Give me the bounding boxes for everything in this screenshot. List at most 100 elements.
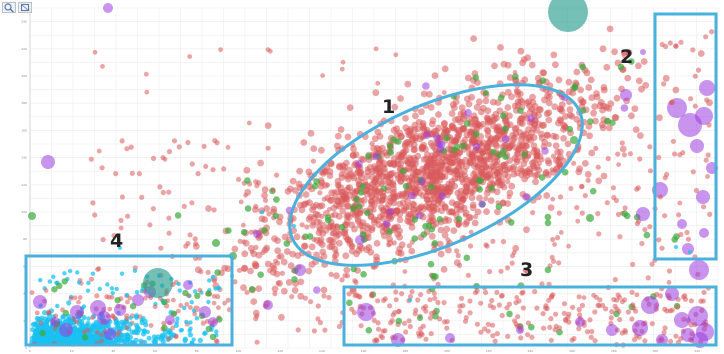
zoom-button[interactable] [2,2,16,13]
data-point [459,295,465,301]
data-point [621,210,628,217]
data-point [289,177,297,185]
data-point [238,199,244,205]
data-point [29,290,35,295]
data-point [184,319,189,325]
data-point [81,304,87,309]
data-point [556,328,563,336]
x-tick-label: 240 [527,349,533,353]
y-tick-label: 160 [21,128,27,132]
data-point [487,269,493,275]
data-point [205,269,211,275]
data-point [174,212,182,219]
data-point [517,107,524,114]
data-point [592,338,598,344]
data-point [221,264,229,272]
reset-zoom-button[interactable] [18,2,32,13]
data-point [176,144,182,150]
data-point [504,200,512,208]
data-point [276,254,282,260]
data-point [128,144,134,150]
data-point [495,203,503,210]
data-point [508,219,515,226]
data-point [375,320,381,326]
data-point [595,302,601,308]
data-point [325,182,331,188]
data-point [47,279,52,284]
x-tick-label: 80 [195,349,199,353]
data-point [320,73,325,78]
data-point [402,124,410,132]
data-point [38,277,43,283]
data-point [526,133,534,141]
data-point [342,252,350,260]
data-point [46,310,52,316]
data-point [85,288,91,293]
data-point [442,319,448,325]
data-point [28,212,36,220]
data-point [355,160,363,168]
data-point [358,323,364,329]
data-point [544,266,552,274]
data-point [241,239,247,245]
data-point [622,297,628,303]
data-point [681,328,695,342]
data-point [569,337,575,343]
data-point [331,254,338,260]
data-point [333,249,339,255]
data-point [579,98,586,106]
data-point [447,159,455,167]
data-point [367,184,375,192]
data-point [575,218,581,224]
data-point [260,210,264,214]
data-point [496,177,502,183]
data-point [539,281,545,287]
x-tick-label: 320 [694,349,700,353]
data-point [257,159,264,167]
data-point [313,178,320,185]
data-point [494,331,500,337]
data-point [440,160,446,166]
data-point [662,325,668,331]
data-point [597,297,603,303]
data-point [563,316,569,322]
data-point [39,324,45,330]
data-point [279,270,285,276]
data-point [41,155,55,169]
data-point [502,153,509,160]
data-point [178,303,184,308]
data-point [109,286,115,291]
data-point [504,61,512,69]
data-point [432,172,439,179]
data-point [624,74,632,82]
data-point [508,182,516,190]
data-point [455,222,461,228]
data-point [214,269,221,276]
data-point [584,329,591,335]
data-point [170,310,177,317]
data-point [300,242,308,250]
data-point [470,189,476,195]
data-point [511,318,518,324]
data-point [29,335,35,342]
data-point [194,316,200,321]
data-point [482,97,490,105]
data-point [483,196,489,202]
data-point [150,206,156,212]
data-point [183,280,193,290]
data-point [380,177,388,185]
data-point [326,294,332,301]
data-point [189,161,195,167]
data-point [577,86,584,94]
data-point [709,29,715,35]
data-point [147,222,153,228]
data-point [688,96,694,102]
data-point [698,298,704,304]
data-point [355,203,363,210]
data-point [62,271,67,276]
data-point [544,171,552,179]
data-point [437,166,445,174]
data-point [243,192,249,198]
data-point [136,171,142,177]
data-point [138,338,144,344]
